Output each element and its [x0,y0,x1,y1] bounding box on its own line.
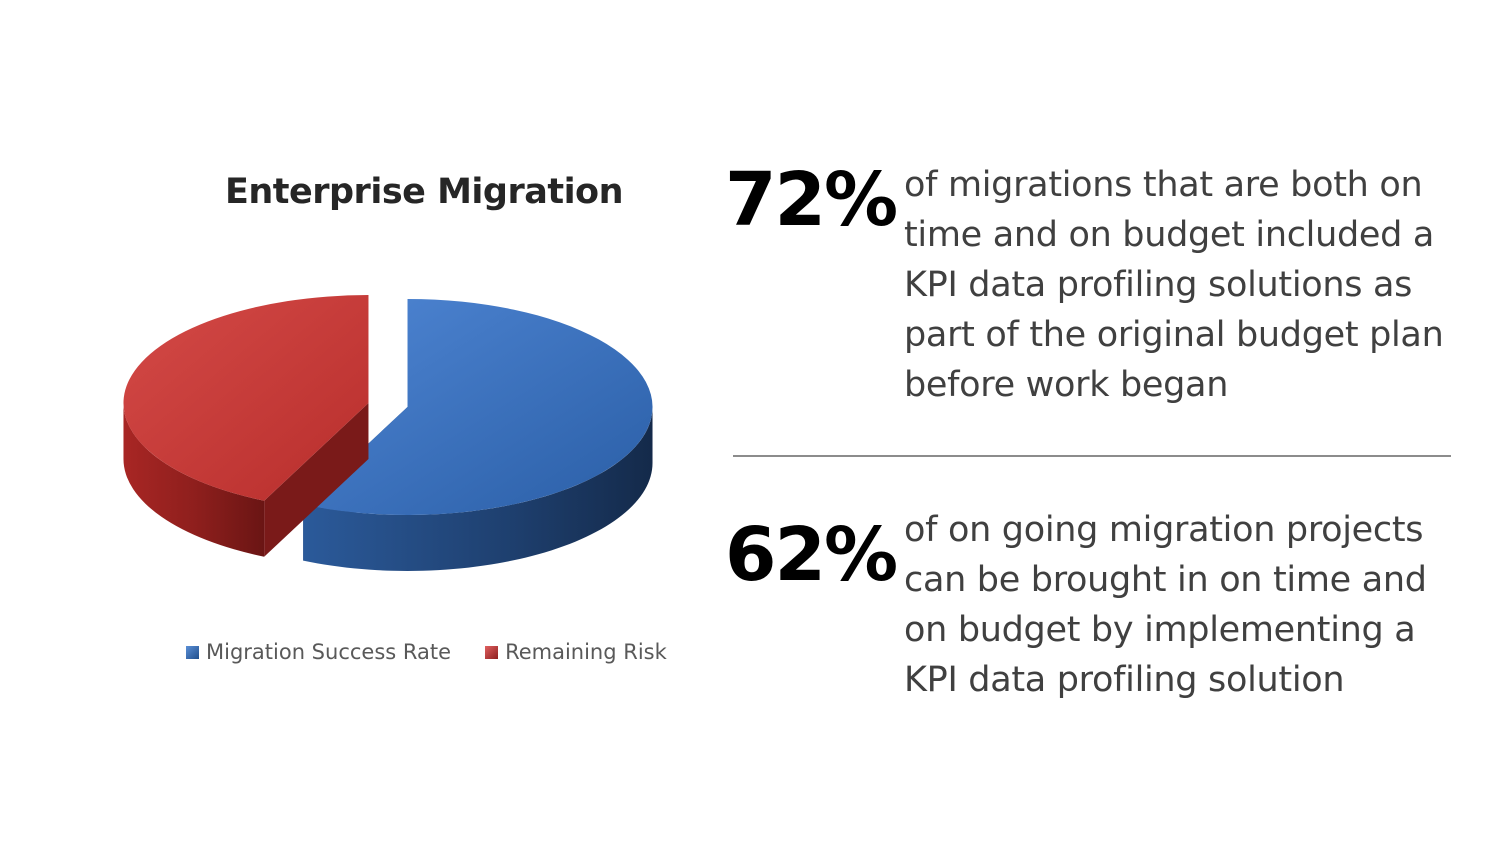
pie-slice-top [303,298,653,515]
stat-description-2: of on going migration projects can be br… [904,505,1464,705]
legend-label: Migration Success Rate [206,640,452,664]
pie-slice-remaining-risk [123,295,369,557]
pie-slice-top [123,295,369,501]
legend-swatch-blue [186,645,199,659]
legend-swatch-red [485,645,499,659]
stat-line: KPI data profiling solutions as [904,265,1413,305]
stat-line: before work began [904,365,1229,405]
chart-title: Enterprise Migration [224,172,624,212]
stat-line: of on going migration projects [904,510,1424,550]
legend-item-risk: Remaining Risk [485,640,667,664]
stat-line: can be brought in on time and [904,560,1427,600]
pie-slice-migration-success-rate [303,298,653,571]
stat-line: on budget by implementing a [904,610,1416,650]
divider [733,455,1451,457]
pie-slice-cut-face [264,403,369,557]
pie-slice-side [123,403,265,557]
stat-line: part of the original budget plan [904,315,1444,355]
stat-line: time and on budget included a [904,215,1435,255]
stat-description-1: of migrations that are both on time and … [904,160,1464,410]
stat-value-72: 72% [725,157,898,243]
stat-line: of migrations that are both on [904,165,1423,205]
pie-chart [123,295,653,571]
stat-line: KPI data profiling solution [904,660,1345,700]
chart-legend: Migration Success Rate Remaining Risk [186,640,701,664]
legend-item-success: Migration Success Rate [186,640,451,664]
pie-slice-side [303,406,653,571]
stat-value-62: 62% [725,512,898,598]
legend-label: Remaining Risk [505,640,667,664]
